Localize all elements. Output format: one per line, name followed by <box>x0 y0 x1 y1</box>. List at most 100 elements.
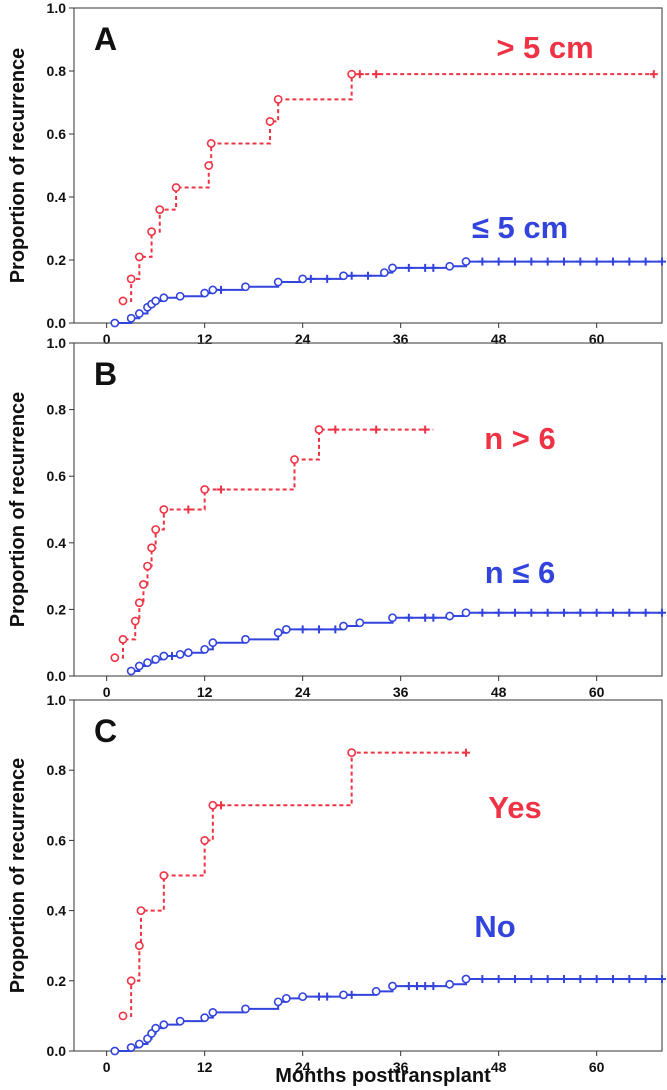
censor-marker <box>364 271 372 280</box>
event-marker <box>159 293 169 303</box>
censor-marker <box>331 425 340 434</box>
censor-marker <box>217 285 225 294</box>
event-marker <box>298 274 308 284</box>
censor-marker <box>168 652 176 661</box>
censor-marker <box>560 975 568 984</box>
censor-marker <box>323 274 332 283</box>
x-tick-label: 24 <box>295 1059 311 1075</box>
panel-c: 0.0 0.2 0.4 0.6 0.8 1.0 0 12 24 36 48 60 Proportion … <box>7 692 666 1075</box>
event-marker <box>151 1023 161 1033</box>
censor-marker <box>543 257 552 266</box>
censor-marker <box>413 982 421 991</box>
censor-marker <box>494 257 503 266</box>
event-marker <box>175 649 185 659</box>
panel-label: B <box>94 356 117 392</box>
censor-marker <box>331 625 340 634</box>
event-marker <box>118 296 128 306</box>
series-label: ≤ 5 cm <box>472 210 568 245</box>
survival-curve <box>123 751 466 1017</box>
survival-curve <box>114 260 662 324</box>
event-marker <box>134 661 144 671</box>
x-tick-label: 60 <box>589 331 605 347</box>
censor-marker <box>421 982 430 991</box>
event-marker <box>143 561 152 571</box>
censor-marker <box>306 274 315 283</box>
event-marker <box>134 1039 144 1049</box>
series-label: > 5 cm <box>496 30 593 65</box>
event-marker <box>110 653 120 663</box>
y-tick-label: 0.4 <box>47 535 67 551</box>
y-tick-label: 0.2 <box>47 601 67 617</box>
plot-frame <box>73 7 663 324</box>
panel-label: C <box>94 713 117 749</box>
survival-curve <box>123 73 654 302</box>
event-marker <box>208 1007 218 1017</box>
event-marker <box>339 621 348 631</box>
event-marker <box>159 1020 169 1030</box>
event-marker <box>200 836 210 845</box>
event-marker <box>241 1004 250 1014</box>
y-tick-label: 0.8 <box>47 762 67 778</box>
censor-marker <box>478 975 487 984</box>
event-marker <box>241 282 250 292</box>
y-axis-label: Proportion of recurrence <box>7 392 29 628</box>
event-marker <box>151 654 161 664</box>
y-tick-label: 0.0 <box>47 315 67 331</box>
censor-marker <box>543 608 552 617</box>
event-marker <box>273 628 283 638</box>
event-marker <box>445 261 455 271</box>
censor-marker <box>609 257 617 266</box>
censor-marker <box>658 257 666 266</box>
y-tick-label: 0.0 <box>47 668 67 684</box>
x-tick-label: 12 <box>197 331 213 347</box>
x-tick-label: 0 <box>103 684 111 700</box>
x-tick-label: 48 <box>491 1059 507 1075</box>
x-tick-label: 48 <box>491 331 507 347</box>
censor-marker <box>625 608 634 617</box>
event-marker <box>126 274 136 284</box>
y-tick-label: 0.2 <box>47 252 67 268</box>
censor-marker <box>421 263 430 272</box>
event-marker <box>347 748 357 758</box>
censor-marker <box>323 992 332 1001</box>
censor-marker <box>404 613 413 622</box>
censor-marker <box>429 613 438 622</box>
event-marker <box>130 616 140 626</box>
plot-frame <box>73 342 663 677</box>
event-marker <box>159 871 169 880</box>
panel-a: 0.0 0.2 0.4 0.6 0.8 1.0 0 12 24 36 48 60 Proportion … <box>7 0 666 347</box>
event-marker <box>110 1046 120 1056</box>
censor-marker <box>298 625 307 634</box>
event-marker <box>200 288 210 298</box>
event-marker <box>241 634 250 644</box>
event-marker <box>273 94 283 104</box>
event-marker <box>151 296 161 306</box>
y-tick-label: 1.0 <box>47 0 67 16</box>
event-marker <box>118 634 128 644</box>
x-tick-label: 0 <box>103 1059 111 1075</box>
event-marker <box>175 291 185 301</box>
event-marker <box>147 543 156 553</box>
y-tick-label: 0.8 <box>47 63 67 79</box>
censor-marker <box>315 992 323 1001</box>
panel-label: A <box>94 21 117 57</box>
y-tick-label: 0.4 <box>47 189 67 205</box>
event-marker <box>388 263 397 273</box>
event-marker <box>339 990 348 1000</box>
censor-marker <box>609 608 617 617</box>
event-marker <box>126 666 136 676</box>
censor-marker <box>641 257 650 266</box>
censor-marker <box>421 425 430 434</box>
event-marker <box>388 981 397 991</box>
event-marker <box>204 161 214 170</box>
event-marker <box>159 505 169 514</box>
event-marker <box>355 618 365 628</box>
event-marker <box>136 906 146 915</box>
event-marker <box>155 205 165 214</box>
censor-marker <box>462 748 470 757</box>
series-low-risk: n ≤ 6 <box>126 555 666 676</box>
censor-marker <box>576 975 585 984</box>
series-label: n > 6 <box>484 421 556 456</box>
x-tick-label: 0 <box>103 331 111 347</box>
